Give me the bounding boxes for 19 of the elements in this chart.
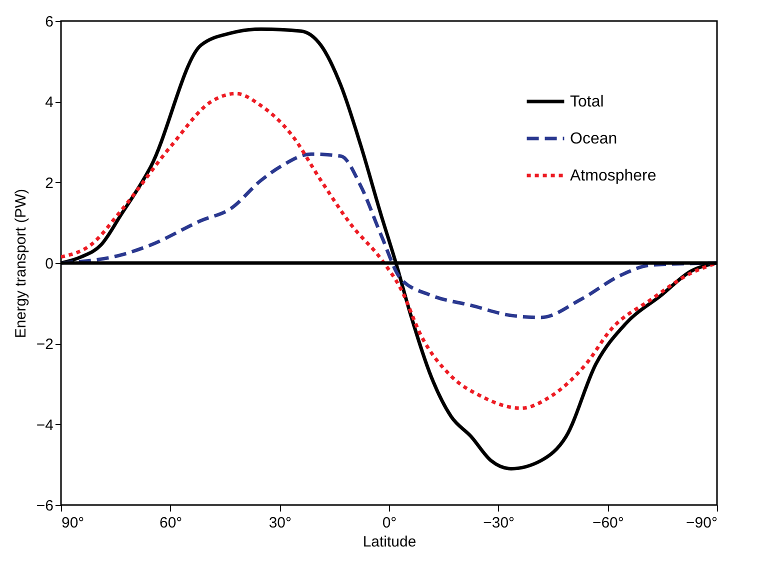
x-tick-label: −60°: [592, 514, 624, 532]
y-tick-label: −4: [36, 416, 54, 434]
x-tick-label: 0°: [382, 514, 397, 532]
legend-label: Ocean: [570, 130, 618, 148]
x-tick-label: 90°: [62, 514, 84, 532]
legend-label: Atmosphere: [570, 168, 656, 184]
x-axis-title: Latitude: [362, 534, 416, 550]
y-tick-label: 4: [45, 94, 54, 112]
x-tick-label: 30°: [268, 514, 292, 532]
y-tick-label: −6: [36, 498, 54, 514]
x-tick-label: −90°: [686, 514, 718, 532]
legend-label: Total: [570, 94, 604, 110]
y-tick-label: 0: [45, 256, 54, 272]
x-tick-label: −30°: [483, 514, 515, 532]
x-tick-label: 60°: [159, 514, 182, 532]
y-tick-label: −2: [36, 336, 54, 354]
y-tick-label: 6: [45, 14, 54, 30]
y-tick-label: 2: [45, 174, 54, 192]
y-axis-title: Energy transport (PW): [12, 188, 30, 338]
